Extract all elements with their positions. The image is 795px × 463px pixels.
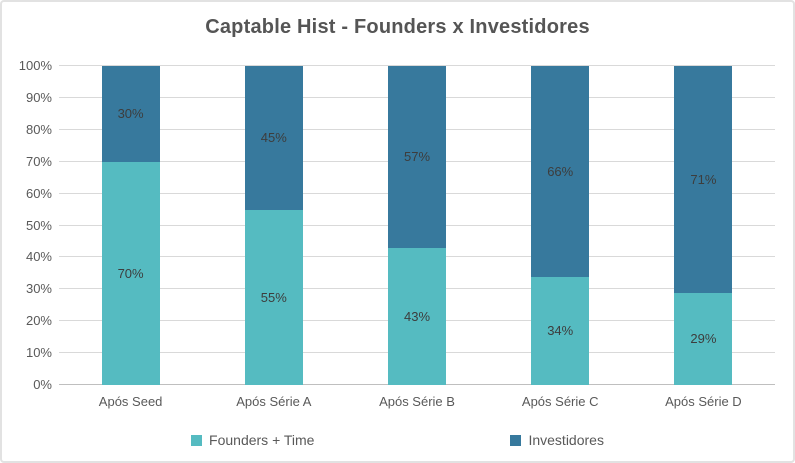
data-label: 45% bbox=[260, 130, 287, 146]
legend-swatch-icon bbox=[191, 434, 203, 446]
stacked-bar: 70% 30% bbox=[101, 66, 160, 385]
data-label: 70% bbox=[117, 265, 144, 281]
bars: 70% 30% 55% 45% 43% 57% 34% 66% 29% 71% bbox=[59, 66, 775, 385]
y-tick-label: 50% bbox=[25, 217, 52, 233]
plot-area: 70% 30% 55% 45% 43% 57% 34% 66% 29% 71% bbox=[59, 65, 775, 385]
bar-segment[interactable]: 30% bbox=[101, 66, 160, 162]
y-tick-label: 20% bbox=[25, 313, 52, 329]
bar-segment[interactable]: 70% bbox=[101, 161, 160, 385]
stacked-bar: 34% 66% bbox=[531, 66, 590, 385]
x-axis-label: Após Série B bbox=[379, 394, 455, 409]
chart-title: Captable Hist - Founders x Investidores bbox=[205, 16, 590, 38]
data-label: 71% bbox=[690, 171, 717, 187]
x-axis-labels: Após Seed Após Série A Após Série B Após Sé… bbox=[59, 394, 775, 409]
legend-item[interactable]: Investidores bbox=[510, 432, 604, 448]
bar-segment[interactable]: 66% bbox=[531, 66, 590, 277]
category-slot: 29% 71% bbox=[632, 66, 775, 385]
y-tick-label: 40% bbox=[25, 249, 52, 265]
bar-segment[interactable]: 34% bbox=[531, 276, 590, 385]
stacked-bar: 55% 45% bbox=[244, 66, 303, 385]
legend-swatch-icon bbox=[510, 434, 522, 446]
bar-segment[interactable]: 29% bbox=[674, 292, 733, 385]
y-tick-label: 100% bbox=[18, 58, 52, 73]
data-label: 55% bbox=[260, 289, 287, 305]
data-label: 30% bbox=[117, 106, 144, 122]
category-slot: 34% 66% bbox=[489, 66, 632, 385]
legend: Founders + Time Investidores bbox=[2, 432, 793, 448]
y-tick-label: 70% bbox=[25, 153, 52, 169]
gridline bbox=[59, 65, 775, 66]
y-tick-label: 0% bbox=[33, 377, 52, 392]
data-label: 29% bbox=[690, 331, 717, 347]
x-axis-label: Após Série C bbox=[521, 394, 599, 409]
y-tick-label: 30% bbox=[25, 281, 52, 297]
stacked-bar: 29% 71% bbox=[674, 66, 733, 385]
bar-segment[interactable]: 43% bbox=[388, 247, 446, 385]
bar-segment[interactable]: 57% bbox=[388, 66, 446, 248]
bar-segment[interactable]: 45% bbox=[244, 66, 303, 210]
y-axis-ticks: 0% 10% 20% 30% 40% 50% 60% 70% 80% 90% 100% bbox=[8, 58, 52, 392]
bar-segment[interactable]: 55% bbox=[244, 209, 303, 385]
y-tick-label: 10% bbox=[25, 345, 52, 361]
x-axis-label: Após Série D bbox=[665, 394, 742, 409]
y-tick-label: 80% bbox=[25, 121, 52, 137]
legend-item[interactable]: Founders + Time bbox=[191, 432, 314, 448]
data-label: 34% bbox=[547, 323, 574, 339]
legend-label: Investidores bbox=[528, 432, 604, 448]
category-slot: 55% 45% bbox=[202, 66, 345, 385]
data-label: 43% bbox=[403, 308, 431, 324]
category-slot: 43% 57% bbox=[345, 66, 488, 385]
stacked-bar: 43% 57% bbox=[388, 66, 446, 385]
data-label: 66% bbox=[547, 163, 574, 179]
legend-label: Founders + Time bbox=[209, 432, 315, 448]
y-tick-label: 60% bbox=[25, 185, 52, 201]
data-label: 57% bbox=[403, 149, 431, 165]
x-axis-label: Após Série A bbox=[236, 394, 312, 409]
y-tick-label: 90% bbox=[25, 89, 52, 105]
bar-segment[interactable]: 71% bbox=[674, 66, 733, 293]
x-axis-label: Após Seed bbox=[98, 394, 163, 409]
category-slot: 70% 30% bbox=[59, 66, 202, 385]
